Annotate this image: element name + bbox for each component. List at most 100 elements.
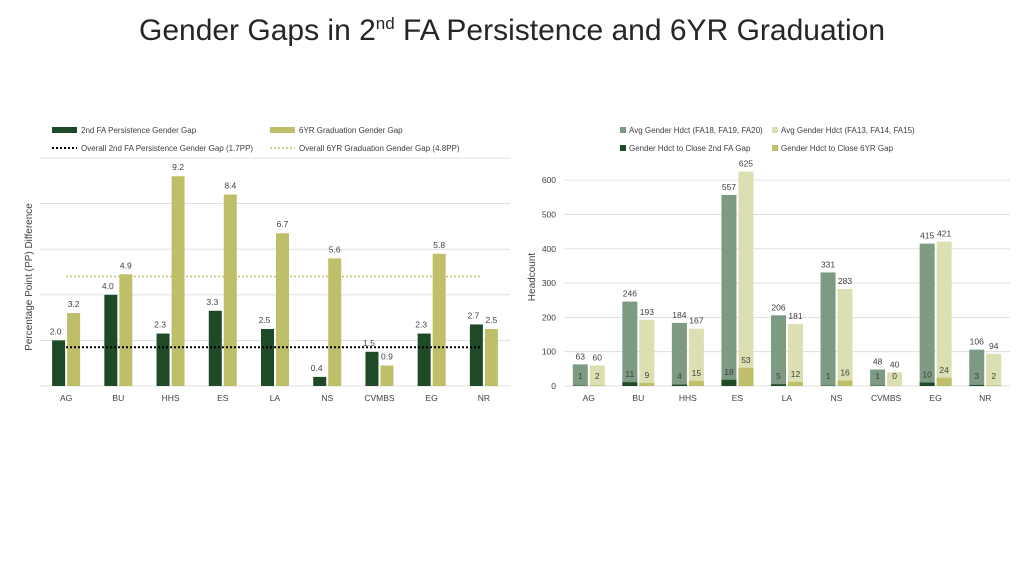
bar-hdct-earlier-cvmbs xyxy=(887,372,903,386)
bar-hdct-recent-hhs xyxy=(671,322,687,386)
y-tick-label: 600 xyxy=(542,175,556,185)
data-label-persistence: 4.0 xyxy=(102,281,114,291)
bar-graduation-bu xyxy=(119,274,133,386)
x-tick-label: EG xyxy=(426,393,438,403)
data-label-close-persistence: 18 xyxy=(724,367,734,377)
legend-swatch-0 xyxy=(620,127,626,133)
data-label-close-persistence: 10 xyxy=(922,370,932,380)
legend-label-1: Avg Gender Hdct (FA13, FA14, FA15) xyxy=(781,126,915,135)
data-label-hdct-earlier: 167 xyxy=(689,316,703,326)
data-label-close-graduation: 2 xyxy=(595,371,600,381)
x-tick-label: AG xyxy=(60,393,72,403)
bar-persistence-eg xyxy=(417,333,431,386)
x-tick-label: HHS xyxy=(162,393,180,403)
data-label-close-graduation: 15 xyxy=(692,368,702,378)
legend-label-persistence: 2nd FA Persistence Gender Gap xyxy=(81,126,197,135)
legend-label-overall-graduation: Overall 6YR Graduation Gender Gap (4.8PP… xyxy=(299,144,460,153)
bar-persistence-la xyxy=(261,329,274,386)
title-superscript: nd xyxy=(375,14,395,33)
data-label-hdct-earlier: 193 xyxy=(640,307,654,317)
bar-hdct-recent-cvmbs xyxy=(870,369,886,386)
data-label-hdct-recent: 184 xyxy=(672,310,686,320)
legend-label-graduation: 6YR Graduation Gender Gap xyxy=(299,126,403,135)
y-axis-label: Percentage Point (PP) Difference xyxy=(24,203,35,351)
bar-hdct-earlier-ns xyxy=(837,288,853,386)
data-label-close-graduation: 24 xyxy=(939,365,949,375)
legend-label-overall-persistence: Overall 2nd FA Persistence Gender Gap (1… xyxy=(81,144,253,153)
y-tick-label: 300 xyxy=(542,278,556,288)
bar-hdct-recent-bu xyxy=(622,301,638,386)
data-label-persistence: 0.4 xyxy=(311,363,323,373)
data-label-persistence: 2.3 xyxy=(154,320,166,330)
x-tick-label: LA xyxy=(270,393,281,403)
data-label-persistence: 2.5 xyxy=(259,315,271,325)
y-tick-label: 400 xyxy=(542,244,556,254)
legend-label-0: Avg Gender Hdct (FA18, FA19, FA20) xyxy=(629,126,763,135)
data-label-close-graduation: 53 xyxy=(741,355,751,365)
bar-close-persistence-eg xyxy=(919,382,935,386)
data-label-hdct-earlier: 94 xyxy=(989,341,999,351)
data-label-hdct-recent: 48 xyxy=(873,357,883,367)
data-label-close-persistence: 5 xyxy=(776,371,781,381)
data-label-persistence: 3.3 xyxy=(206,297,218,307)
bar-close-graduation-la xyxy=(788,381,803,386)
bar-hdct-earlier-ag xyxy=(589,365,605,386)
data-label-hdct-earlier: 181 xyxy=(788,311,802,321)
bar-graduation-cvmbs xyxy=(380,365,394,386)
data-label-graduation: 8.4 xyxy=(224,180,236,190)
x-tick-label: LA xyxy=(782,393,793,403)
bar-graduation-es xyxy=(223,194,237,386)
bar-persistence-hhs xyxy=(156,333,170,386)
data-label-close-persistence: 1 xyxy=(875,371,880,381)
data-label-hdct-earlier: 421 xyxy=(937,229,951,239)
legend-swatch-persistence xyxy=(52,127,77,133)
x-tick-label: NS xyxy=(321,393,333,403)
x-tick-label: CVMBS xyxy=(364,393,395,403)
data-label-persistence: 2.3 xyxy=(415,320,427,330)
x-tick-label: AG xyxy=(583,393,595,403)
title-text-rest: FA Persistence and 6YR Graduation xyxy=(394,14,886,47)
data-label-close-persistence: 1 xyxy=(826,371,831,381)
bar-close-graduation-hhs xyxy=(688,380,704,386)
data-label-hdct-earlier: 283 xyxy=(838,276,852,286)
bar-close-persistence-es xyxy=(721,379,737,386)
data-label-hdct-recent: 331 xyxy=(821,259,835,269)
bar-hdct-earlier-bu xyxy=(639,319,655,386)
data-label-hdct-earlier: 40 xyxy=(890,359,900,369)
x-tick-label: BU xyxy=(112,393,124,403)
bar-close-graduation-ag xyxy=(589,385,605,386)
bar-hdct-earlier-hhs xyxy=(688,328,704,386)
bar-hdct-earlier-la xyxy=(788,323,803,386)
data-label-graduation: 5.8 xyxy=(433,240,445,250)
data-label-graduation: 9.2 xyxy=(172,162,184,172)
bar-close-persistence-bu xyxy=(622,382,638,386)
bar-graduation-hhs xyxy=(171,176,185,386)
y-tick-label: 200 xyxy=(542,312,556,322)
legend-swatch-1 xyxy=(772,127,778,133)
y-tick-label: 100 xyxy=(542,347,556,357)
x-tick-label: ES xyxy=(217,393,229,403)
bar-hdct-recent-nr xyxy=(969,349,985,386)
bar-close-graduation-es xyxy=(738,367,754,386)
y-tick-label: 500 xyxy=(542,209,556,219)
data-label-hdct-earlier: 625 xyxy=(739,159,753,169)
x-tick-label: CVMBS xyxy=(871,393,902,403)
legend-label-2: Gender Hdct to Close 2nd FA Gap xyxy=(629,144,751,153)
bar-graduation-la xyxy=(276,233,289,386)
data-label-close-persistence: 11 xyxy=(625,369,634,379)
data-label-hdct-recent: 63 xyxy=(576,351,586,361)
bar-hdct-earlier-eg xyxy=(936,241,952,386)
bar-close-persistence-hhs xyxy=(671,384,687,386)
data-label-hdct-recent: 206 xyxy=(771,302,785,312)
legend-label-3: Gender Hdct to Close 6YR Gap xyxy=(781,144,894,153)
data-label-close-persistence: 4 xyxy=(677,371,682,381)
bar-persistence-nr xyxy=(469,324,483,386)
gender-gap-pp-chart: Percentage Point (PP) Difference 2nd FA P… xyxy=(24,126,510,403)
x-tick-label: BU xyxy=(632,393,644,403)
data-label-graduation: 4.9 xyxy=(120,260,132,270)
bar-hdct-earlier-es xyxy=(738,171,754,386)
data-label-close-graduation: 12 xyxy=(791,369,801,379)
bar-close-persistence-la xyxy=(771,384,786,386)
